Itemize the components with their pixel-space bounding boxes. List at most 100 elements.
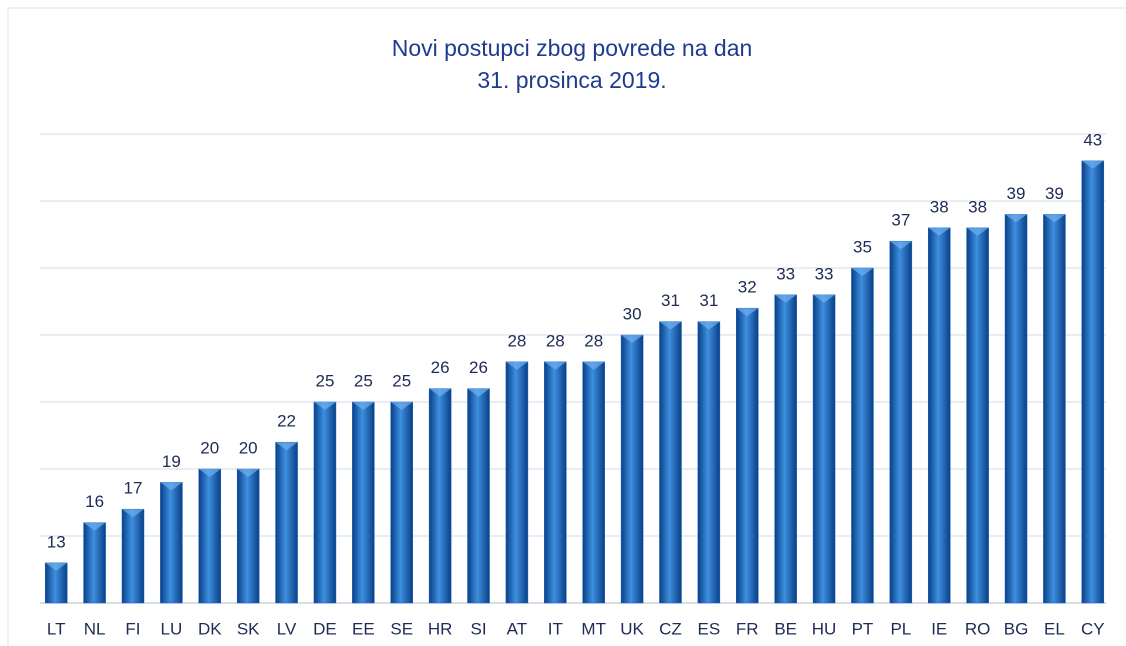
bar [505,361,529,604]
bar [160,482,183,604]
value-label: 25 [354,371,373,390]
bar-cap [275,442,298,451]
bar [659,321,682,604]
bar [198,468,222,604]
bar-cap [237,469,260,477]
x-tick-label: AT [507,619,527,638]
bar-cap [736,308,759,317]
bar-cap [1081,160,1104,169]
value-label: 28 [584,331,603,350]
value-label: 38 [968,197,987,216]
bar [1004,214,1028,604]
x-tick-label: NL [84,619,106,638]
bar [889,240,913,604]
x-tick-label: SI [470,619,486,638]
value-label: 26 [431,358,450,377]
bar-cap [45,562,68,571]
x-tick-label: RO [965,619,991,638]
x-tick-label: ES [698,619,721,638]
bar-cap [774,294,797,303]
bar [966,227,989,604]
x-tick-label: BE [774,619,797,638]
bar-cap [659,321,682,330]
bar-cap [621,335,644,343]
value-label: 33 [815,264,834,283]
x-tick-label: LT [47,619,66,638]
bar [121,508,145,604]
x-tick-label: CY [1081,619,1105,638]
x-tick-label: DK [198,619,222,638]
bar [582,361,605,604]
x-tick-label: PL [890,619,911,638]
value-label: 31 [699,291,718,310]
bar-cap [966,227,989,236]
value-label: 39 [1007,184,1026,203]
x-tick-label: SK [237,619,260,638]
bar-cap [467,388,490,397]
x-tick-label: EL [1044,619,1065,638]
x-tick-label: FR [736,619,759,638]
value-label: 13 [47,532,66,551]
bar [620,334,644,604]
bar [812,294,836,604]
chart-title: 31. prosinca 2019. [477,67,666,93]
value-label: 30 [623,304,642,323]
x-tick-label: MT [581,619,606,638]
chart-title: Novi postupci zbog povrede na dan [392,35,753,61]
x-tick-label: LV [277,619,297,638]
value-label: 33 [776,264,795,283]
value-label: 20 [239,438,258,457]
value-label: 35 [853,237,872,256]
bar-cap [1043,214,1066,223]
value-label: 43 [1083,130,1102,149]
bar-cap [505,361,528,370]
bar [774,294,797,604]
x-tick-label: EE [352,619,375,638]
value-label: 17 [124,479,143,498]
frame [7,7,1126,646]
bar [1043,214,1066,604]
bar-cap [928,227,951,236]
x-tick-label: PT [852,619,874,638]
value-label: 38 [930,197,949,216]
bar [851,267,874,604]
value-label: 39 [1045,184,1064,203]
x-tick-label: HR [428,619,453,638]
bar-cap [160,482,183,491]
bar [544,361,567,604]
bar [275,441,298,604]
bar-cap [313,402,336,410]
bar-cap [851,268,874,276]
value-label: 25 [392,371,411,390]
value-label: 16 [85,492,104,511]
x-tick-label: HU [812,619,837,638]
bar [83,522,106,604]
bar [390,401,413,604]
x-tick-label: CZ [659,619,682,638]
bar [736,307,759,604]
x-tick-label: SE [390,619,413,638]
x-tick-label: LU [161,619,183,638]
bar-cap [83,522,106,531]
value-label: 32 [738,278,757,297]
bar-cap [390,402,413,410]
x-tick-label: DE [313,619,337,638]
bar-cap [813,294,836,303]
bar-cap [697,321,720,330]
x-tick-label: IE [931,619,947,638]
x-tick-label: FI [125,619,140,638]
value-label: 28 [546,331,565,350]
bar [428,388,452,604]
bar [313,401,337,604]
bar [236,468,260,604]
value-label: 26 [469,358,488,377]
bar [467,388,490,604]
x-tick-label: IT [548,619,563,638]
value-label: 25 [315,371,334,390]
bar [927,227,951,604]
bar-cap [582,361,605,370]
bar [352,401,375,604]
value-label: 20 [200,438,219,457]
